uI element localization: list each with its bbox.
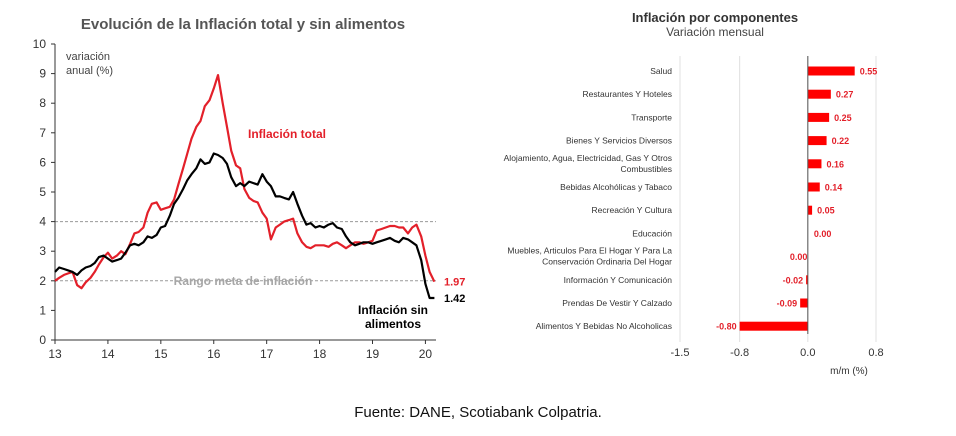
bar <box>807 136 827 146</box>
category-label: Combustibles <box>621 164 673 174</box>
x-tick-label: 17 <box>260 347 274 361</box>
category-label: Bienes Y Servicios Diversos <box>566 136 672 146</box>
category-label: Bebidas Alcohólicas y Tabaco <box>560 182 672 192</box>
category-label: Salud <box>650 66 672 76</box>
y-tick-label: 4 <box>39 215 46 229</box>
value-label: 0.55 <box>860 67 878 77</box>
bar <box>807 205 813 215</box>
bar <box>807 89 831 99</box>
bar <box>807 159 822 169</box>
category-label: Muebles, Articulos Para El Hogar Y Para … <box>507 246 672 256</box>
bar <box>807 182 820 192</box>
y-tick-label: 7 <box>39 126 46 140</box>
x-tick-label: -1.5 <box>671 347 690 359</box>
chart-title: Evolución de la Inflación total y sin al… <box>81 16 405 33</box>
value-label: 0.14 <box>825 183 843 193</box>
category-label: Conservación Ordinaria Del Hogar <box>542 257 672 267</box>
x-tick-label: 13 <box>48 347 62 361</box>
y-tick-label: 0 <box>39 333 46 347</box>
bar <box>807 66 855 76</box>
category-label: Transporte <box>631 112 672 122</box>
category-label: Alimentos Y Bebidas No Alcoholicas <box>536 321 672 331</box>
end-label-total: 1.97 <box>444 277 465 289</box>
value-label: -0.02 <box>783 275 804 285</box>
y-tick-label: 9 <box>39 67 46 81</box>
y-tick-label: 10 <box>33 37 47 51</box>
value-label: 0.00 <box>790 252 808 262</box>
bar <box>806 275 808 285</box>
value-label: 0.25 <box>834 113 852 123</box>
x-tick-label: 19 <box>366 347 380 361</box>
value-label: 0.27 <box>836 90 854 100</box>
end-label-sin-alimentos: 1.42 <box>444 293 465 305</box>
x-tick-label: 15 <box>154 347 168 361</box>
x-tick-label: 20 <box>419 347 433 361</box>
bar <box>739 321 808 331</box>
x-tick-label: 16 <box>207 347 221 361</box>
value-label: -0.09 <box>777 299 798 309</box>
category-label: Restaurantes Y Hoteles <box>583 89 672 99</box>
y-axis-label-line2: anual (%) <box>66 65 113 77</box>
line-chart-inflation: Evolución de la Inflación total y sin al… <box>33 16 466 361</box>
x-tick-label: 18 <box>313 347 327 361</box>
x-tick-label: 0.0 <box>800 347 815 359</box>
category-label: Prendas De Vestir Y Calzado <box>562 298 672 308</box>
value-label: 0.00 <box>814 229 832 239</box>
y-tick-label: 5 <box>39 185 46 199</box>
x-tick-label: 0.8 <box>868 347 883 359</box>
x-axis-label: m/m (%) <box>830 366 868 377</box>
value-label: 0.05 <box>817 206 835 216</box>
series-line-total <box>54 73 436 290</box>
y-tick-label: 1 <box>39 303 46 317</box>
series-line-sin-alimentos <box>54 152 435 300</box>
bar <box>800 298 808 308</box>
y-tick-label: 2 <box>39 274 46 288</box>
y-tick-label: 6 <box>39 155 46 169</box>
y-tick-label: 8 <box>39 96 46 110</box>
series-label-sin-alimentos-line2: alimentos <box>365 317 421 331</box>
series-label-sin-alimentos-line1: Inflación sin <box>358 303 428 317</box>
chart-title: Inflación por componentes <box>632 10 798 25</box>
value-label: 0.16 <box>826 159 844 169</box>
x-tick-label: -0.8 <box>730 347 749 359</box>
target-range-label: Rango meta de inflación <box>174 274 313 288</box>
series-label-total: Inflación total <box>248 127 326 141</box>
category-label: Alojamiento, Agua, Electricidad, Gas Y O… <box>504 153 672 163</box>
category-label: Educación <box>632 228 672 238</box>
category-label: Información Y Comunicación <box>564 275 673 285</box>
value-label: -0.80 <box>716 322 737 332</box>
chart-subtitle: Variación mensual <box>666 25 764 39</box>
y-axis-label-line1: variación <box>66 51 110 63</box>
bar <box>807 112 830 122</box>
x-tick-label: 14 <box>101 347 115 361</box>
source-note: Fuente: DANE, Scotiabank Colpatria. <box>354 404 602 421</box>
y-tick-label: 3 <box>39 244 46 258</box>
category-label: Recreación Y Cultura <box>592 205 673 215</box>
value-label: 0.22 <box>832 136 850 146</box>
